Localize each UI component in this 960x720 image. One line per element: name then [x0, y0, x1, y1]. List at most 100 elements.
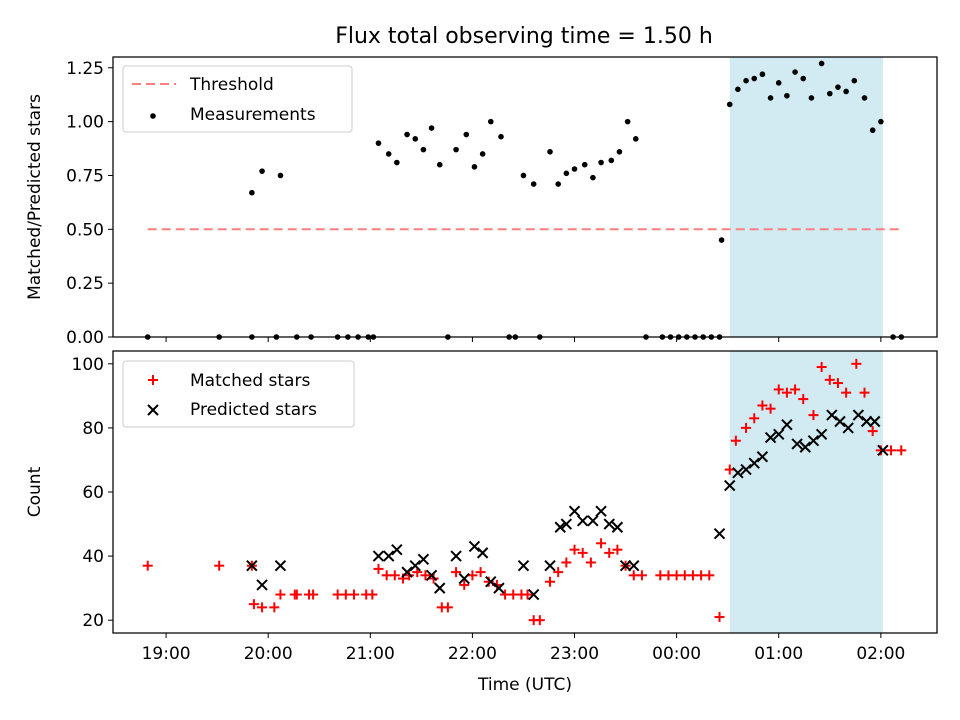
- predicted-star-point: [781, 418, 793, 431]
- predicted-star-point: [274, 559, 287, 572]
- highlight-span-rect: [729, 351, 883, 633]
- matched-star-point: [442, 602, 453, 613]
- matched-star-point: [373, 563, 384, 574]
- matched-star-point: [269, 602, 280, 613]
- matched-star-point: [291, 589, 302, 600]
- measurement-point: [463, 131, 470, 138]
- measurement-point: [861, 95, 868, 101]
- x-tick-label: 21:00: [346, 644, 395, 664]
- top-highlight-span: [729, 57, 883, 337]
- bottom-highlight-span: [729, 351, 883, 633]
- measurement-point: [394, 159, 400, 166]
- y-tick-label: 80: [82, 419, 104, 439]
- y-tick-label: 0.25: [66, 274, 104, 294]
- bottom-legend: Matched stars Predicted stars: [122, 360, 355, 428]
- matched-star-point: [808, 410, 819, 421]
- matched-star-point: [730, 435, 741, 446]
- measurement-point: [530, 181, 537, 187]
- x-tick-label: 23:00: [550, 644, 599, 664]
- legend-matched-label: Matched stars: [190, 371, 310, 391]
- predicted-star-point: [409, 559, 421, 572]
- legend-measurements-swatch: [150, 113, 156, 119]
- matched-star-point: [308, 589, 319, 600]
- x-tick-label: 02:00: [856, 644, 905, 664]
- measurement-point: [818, 60, 825, 67]
- measurement-point: [259, 168, 265, 174]
- predicted-star-point: [815, 428, 828, 441]
- predicted-star-point: [877, 444, 889, 457]
- predicted-star-point: [740, 463, 752, 476]
- x-axis-label: Time (UTC): [477, 675, 572, 695]
- top-legend: Threshold Measurements: [122, 65, 353, 133]
- x-tick-label: 20:00: [244, 644, 293, 664]
- predicted-star-point: [799, 441, 811, 453]
- matched-star-point: [142, 560, 153, 571]
- y-tick-label: 60: [82, 483, 104, 503]
- legend-predicted-swatch: [147, 404, 159, 416]
- matched-star-point: [348, 589, 359, 600]
- matched-star-point: [420, 570, 431, 581]
- matched-star-point: [781, 387, 792, 398]
- x-tick-label: 22:00: [448, 644, 497, 664]
- matched-star-point: [569, 544, 580, 555]
- predicted-star-point: [256, 579, 268, 591]
- predicted-star-point: [434, 582, 446, 594]
- predicted-star-point: [476, 547, 489, 559]
- measurement-point: [800, 75, 807, 82]
- predicted-star-point: [425, 569, 438, 582]
- predicted-star-point: [401, 566, 413, 578]
- matched-star-point: [896, 445, 907, 456]
- predicted-star-point: [544, 559, 556, 572]
- legend-measurements-label: Measurements: [190, 105, 316, 125]
- matched-star-point: [704, 570, 715, 581]
- x-tick-label: 01:00: [754, 644, 803, 664]
- legend-predicted-label: Predicted stars: [190, 400, 317, 420]
- matched-star-point: [577, 547, 588, 558]
- top-y-axis-label: Matched/Predicted stars: [25, 94, 45, 300]
- predicted-star-point: [611, 521, 624, 533]
- measurement-point: [598, 159, 604, 166]
- measurement-point: [385, 151, 392, 157]
- predicted-star-point: [246, 559, 258, 572]
- measurement-point: [563, 170, 570, 177]
- measurement-point: [718, 237, 725, 243]
- predicted-star-point: [587, 515, 599, 527]
- predicted-star-point: [852, 409, 865, 421]
- measurement-point: [726, 101, 733, 108]
- chart-title: Flux total observing time = 1.50 h: [335, 24, 713, 49]
- matched-star-point: [451, 567, 462, 578]
- measurement-point: [375, 140, 382, 146]
- matched-star-point: [824, 374, 835, 385]
- y-tick-label: 0.50: [66, 220, 104, 240]
- predicted-star-point: [834, 415, 846, 428]
- predicted-star-point: [713, 527, 726, 540]
- top-plot-frame: [112, 56, 938, 338]
- matched-star-point: [585, 557, 596, 568]
- measurement-point: [581, 161, 588, 168]
- measurement-point: [759, 71, 766, 78]
- predicted-star-point: [568, 505, 581, 517]
- predicted-star-point: [603, 518, 615, 530]
- measurement-point: [735, 86, 741, 93]
- legend-box: [122, 360, 355, 428]
- predicted-star-point: [842, 422, 854, 434]
- matched-star-point: [612, 544, 623, 555]
- matched-star-point: [604, 547, 615, 558]
- legend-threshold-label: Threshold: [189, 75, 274, 95]
- matched-star-point: [859, 387, 870, 398]
- matched-star-point: [561, 557, 572, 568]
- y-tick-label: 20: [82, 611, 104, 631]
- predicted-star-point: [576, 515, 589, 527]
- measurement-point: [547, 148, 553, 155]
- predicted-star-point: [450, 550, 462, 562]
- measurement-point: [792, 69, 798, 75]
- top-panel-ratio-plot: 0.00 0.25 0.50 0.75 1.00 1.25 Matched/Predict…: [25, 56, 938, 348]
- measurement-point: [624, 118, 631, 125]
- predicted-star-point: [826, 409, 838, 421]
- measurement-point: [632, 136, 639, 142]
- bottom-plot-data: [142, 358, 907, 626]
- y-tick-label: 1.25: [66, 59, 104, 79]
- bottom-axes: 19:00 20:00 21:00 22:00 23:00 00:00 01:00 02:00…: [72, 355, 906, 664]
- predicted-star-point: [595, 505, 607, 517]
